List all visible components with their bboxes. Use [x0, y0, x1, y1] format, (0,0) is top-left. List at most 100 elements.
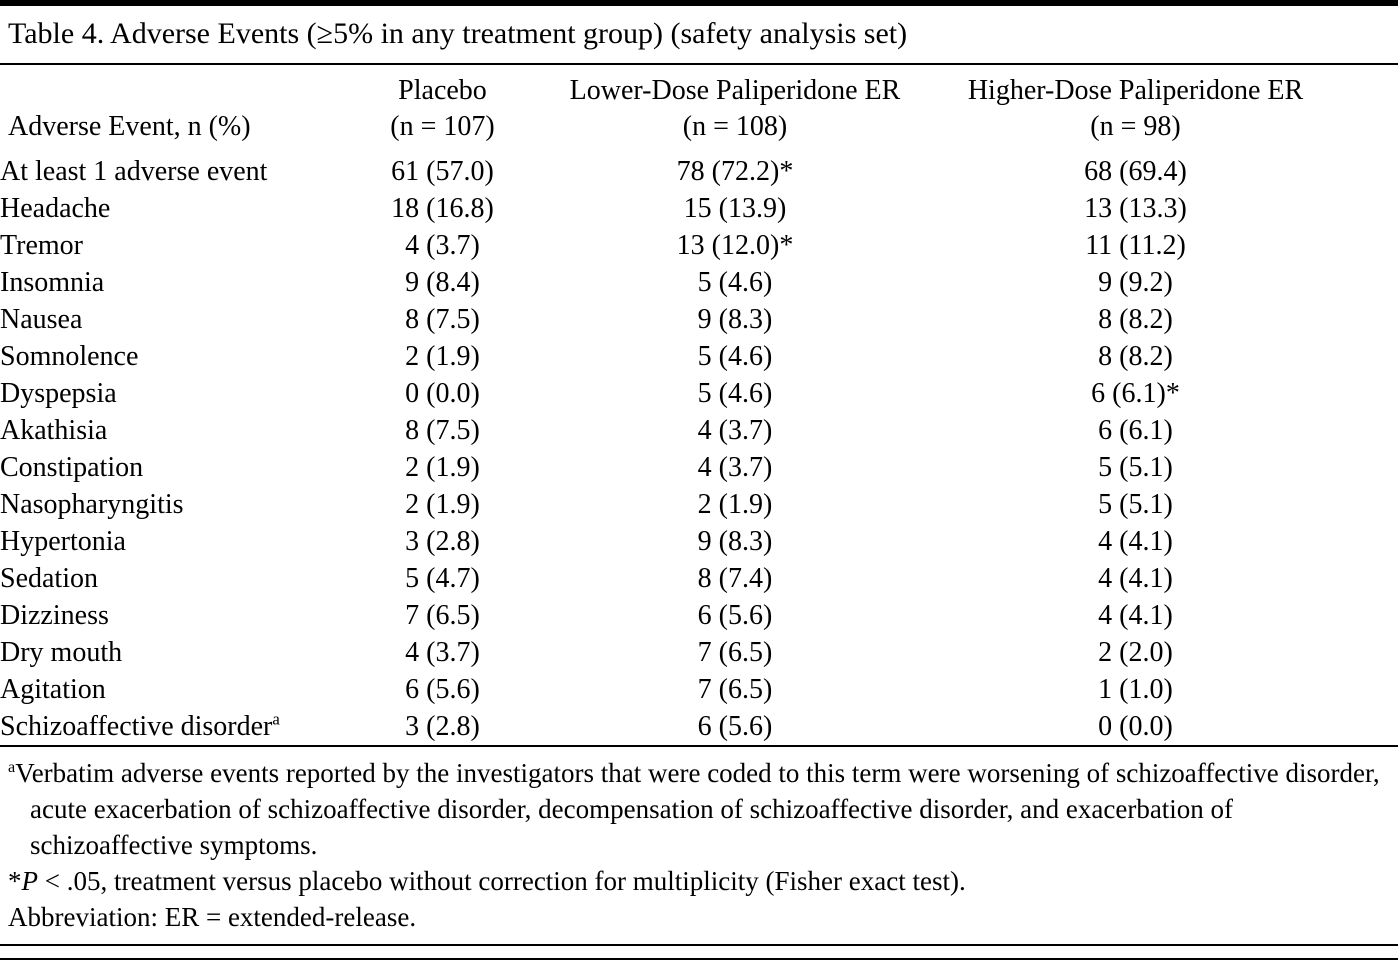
cell-value: 4 (3.7) — [405, 230, 480, 261]
footnote-abbreviation: Abbreviation: ER = extended-release. — [8, 902, 417, 932]
row-label: Sedation — [0, 563, 98, 594]
cell-value: 5 (4.6) — [697, 341, 773, 372]
table-row: Schizoaffective disordera 3 (2.8) 6 (5.6) 0… — [0, 708, 1398, 745]
cell-value: 18 (16.8) — [391, 193, 494, 224]
table-row: Nausea 8 (7.5) 9 (8.3) 8 (8.2) — [0, 301, 1398, 338]
cell-value: 4 (4.1) — [1098, 526, 1173, 557]
cell-value: 8 (8.2) — [1098, 341, 1173, 372]
table-row: Dry mouth 4 (3.7) 7 (6.5) 2 (2.0) — [0, 634, 1398, 671]
cell-value: 0 (0.0) — [405, 378, 480, 409]
title-rule — [0, 63, 1398, 65]
column-name: Placebo — [398, 75, 487, 106]
cell-value: 9 (8.4) — [405, 267, 480, 298]
adverse-events-table: Adverse Event, n (%) Placebo (n = 107) L… — [0, 65, 1398, 745]
row-label: Dyspepsia — [0, 378, 117, 409]
cell-value: 5 (5.1) — [1098, 452, 1173, 483]
cell-value: 9 (9.2) — [1098, 267, 1173, 298]
bottom-gap — [0, 946, 1398, 958]
row-label: Insomnia — [0, 267, 105, 298]
table-row: Akathisia 8 (7.5) 4 (3.7) 6 (6.1) — [0, 412, 1398, 449]
cell-value: 8 (7.5) — [405, 415, 480, 446]
row-label: Schizoaffective disordera — [0, 709, 280, 742]
table-row: Nasopharyngitis 2 (1.9) 2 (1.9) 5 (5.1) — [0, 486, 1398, 523]
table-row: Dyspepsia 0 (0.0) 5 (4.6) 6 (6.1)* — [0, 375, 1398, 412]
table-row: Dizziness 7 (6.5) 6 (5.6) 4 (4.1) — [0, 597, 1398, 634]
column-header-higher-dose: Higher-Dose Paliperidone ER (n = 98) — [935, 65, 1398, 153]
cell-value: 1 (1.0) — [1098, 674, 1173, 705]
row-label: Nasopharyngitis — [0, 489, 184, 520]
footnote-significance: *P < .05, treatment versus placebo witho… — [8, 863, 1390, 899]
cell-value: 61 (57.0) — [391, 156, 494, 187]
cell-value: 8 (8.2) — [1098, 304, 1173, 335]
footnote-significance-marker: * — [8, 866, 22, 896]
cell-value: 8 (7.4) — [697, 563, 773, 594]
cell-value: 15 (13.9) — [683, 193, 787, 224]
table-row: Insomnia 9 (8.4) 5 (4.6) 9 (9.2) — [0, 264, 1398, 301]
row-label: Agitation — [0, 674, 106, 705]
table-title: Table 4. Adverse Events (≥5% in any trea… — [8, 17, 908, 50]
cell-value: 3 (2.8) — [405, 711, 480, 742]
footnote-a: aVerbatim adverse events reported by the… — [8, 755, 1390, 863]
cell-value: 8 (7.5) — [405, 304, 480, 335]
row-label-superscript: a — [272, 709, 280, 729]
column-header-placebo: Placebo (n = 107) — [350, 65, 535, 153]
cell-value: 6 (5.6) — [697, 711, 773, 742]
footnote-a-marker: a — [8, 758, 16, 776]
cell-value: 4 (4.1) — [1098, 563, 1173, 594]
cell-value: 6 (6.1)* — [1091, 378, 1180, 409]
row-label: Dry mouth — [0, 637, 123, 668]
cell-value: 9 (8.3) — [697, 526, 773, 557]
cell-value: 13 (13.3) — [1084, 193, 1187, 224]
page-bottom-rule — [0, 958, 1398, 960]
cell-value: 11 (11.2) — [1085, 230, 1186, 261]
header-row: Adverse Event, n (%) Placebo (n = 107) L… — [0, 65, 1398, 153]
cell-value: 2 (2.0) — [1098, 637, 1173, 668]
column-name: Higher-Dose Paliperidone ER — [967, 75, 1304, 106]
footnote-significance-pvalue: P — [21, 866, 39, 896]
cell-value: 4 (4.1) — [1098, 600, 1173, 631]
cell-value: 2 (1.9) — [697, 489, 773, 520]
table-row: Headache 18 (16.8) 15 (13.9) 13 (13.3) — [0, 190, 1398, 227]
cell-value: 2 (1.9) — [405, 341, 480, 372]
cell-value: 7 (6.5) — [697, 637, 773, 668]
row-label: Headache — [0, 193, 111, 224]
footnote-significance-text: < .05, treatment versus placebo without … — [38, 866, 966, 896]
cell-value: 4 (3.7) — [405, 637, 480, 668]
cell-value: 3 (2.8) — [405, 526, 480, 557]
data-bottom-rule — [0, 745, 1398, 747]
cell-value: 2 (1.9) — [405, 489, 480, 520]
cell-value: 6 (5.6) — [405, 674, 480, 705]
table-row: Sedation 5 (4.7) 8 (7.4) 4 (4.1) — [0, 560, 1398, 597]
footnote-a-text: Verbatim adverse events reported by the … — [15, 758, 1380, 860]
column-n: (n = 98) — [1090, 111, 1181, 142]
cell-value: 5 (4.6) — [697, 267, 773, 298]
table-row: At least 1 adverse event 61 (57.0) 78 (72.… — [0, 153, 1398, 190]
cell-value: 13 (12.0)* — [676, 230, 794, 261]
cell-value: 4 (3.7) — [697, 452, 773, 483]
table-row: Hypertonia 3 (2.8) 9 (8.3) 4 (4.1) — [0, 523, 1398, 560]
cell-value: 6 (5.6) — [697, 600, 773, 631]
cell-value: 5 (5.1) — [1098, 489, 1173, 520]
row-label: Tremor — [0, 230, 83, 261]
cell-value: 7 (6.5) — [405, 600, 480, 631]
cell-value: 6 (6.1) — [1098, 415, 1173, 446]
column-n: (n = 108) — [682, 111, 788, 142]
cell-value: 2 (1.9) — [405, 452, 480, 483]
column-n: (n = 107) — [390, 111, 495, 142]
column-header-lower-dose: Lower-Dose Paliperidone ER (n = 108) — [535, 65, 935, 153]
row-label: Akathisia — [0, 415, 108, 446]
column-header-adverse-event: Adverse Event, n (%) — [8, 111, 251, 142]
row-label: Dizziness — [0, 600, 109, 631]
table-header: Adverse Event, n (%) Placebo (n = 107) L… — [0, 65, 1398, 153]
table-row: Tremor 4 (3.7) 13 (12.0)* 11 (11.2) — [0, 227, 1398, 264]
cell-value: 68 (69.4) — [1084, 156, 1187, 187]
row-label: Hypertonia — [0, 526, 126, 557]
cell-value: 7 (6.5) — [697, 674, 773, 705]
footnote-bottom-rule — [0, 944, 1398, 946]
cell-value: 5 (4.6) — [697, 378, 773, 409]
row-label: Constipation — [0, 452, 144, 483]
cell-value: 4 (3.7) — [697, 415, 773, 446]
row-label: Somnolence — [0, 341, 139, 372]
cell-value: 9 (8.3) — [697, 304, 773, 335]
